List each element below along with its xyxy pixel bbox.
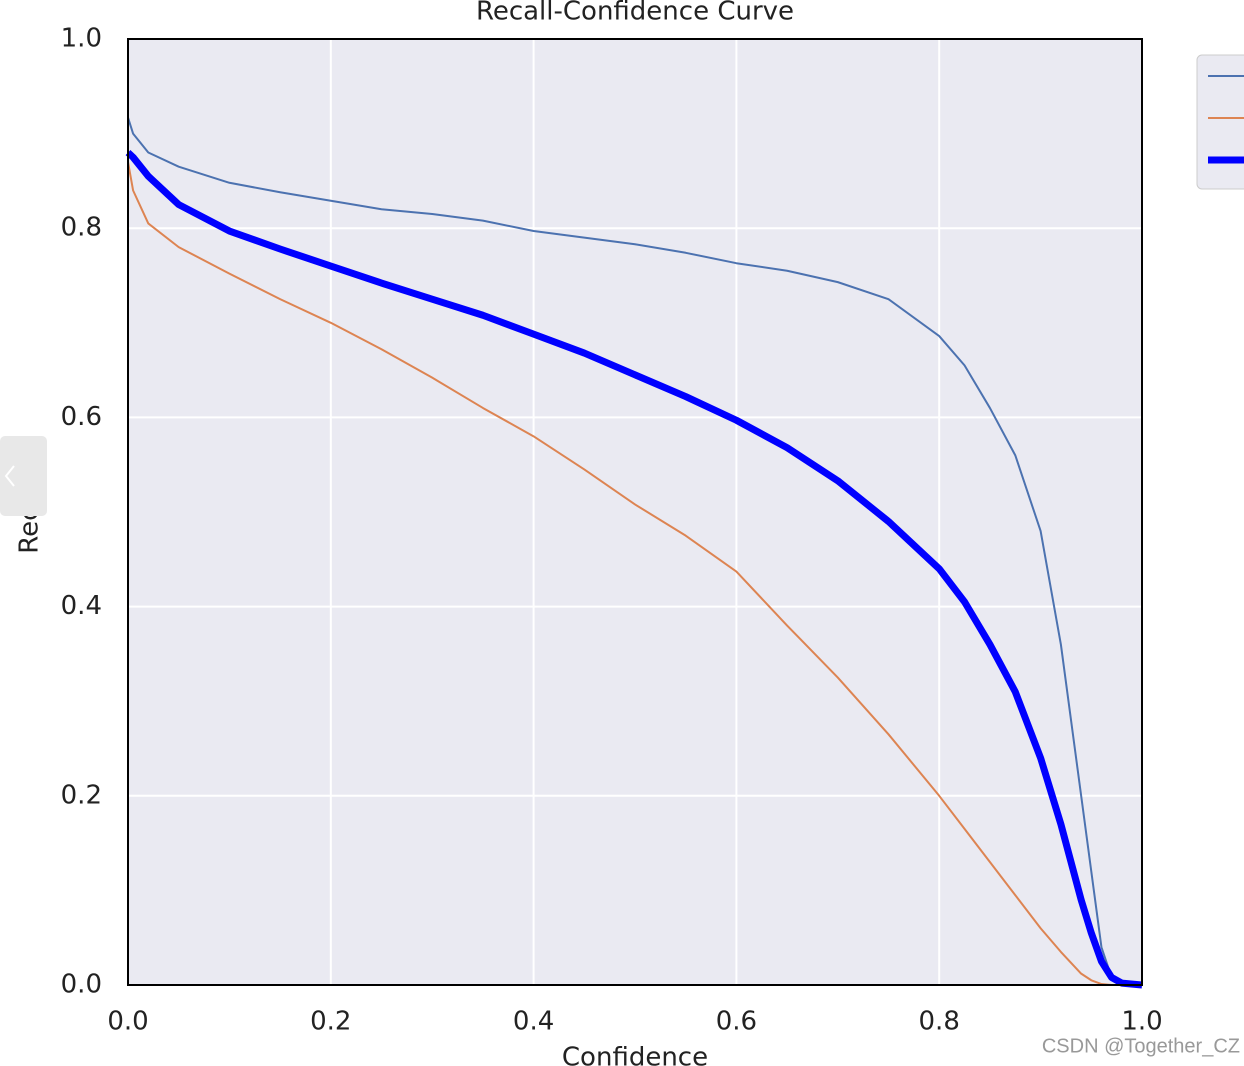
- y-tick-label: 0.8: [61, 213, 102, 243]
- side-tab-arrow: [4, 465, 15, 487]
- y-tick-label: 1.0: [61, 24, 102, 54]
- x-tick-label: 0.2: [310, 1007, 351, 1037]
- legend-box: [1196, 54, 1244, 190]
- x-tick-label: 1.0: [1121, 1007, 1162, 1037]
- plot-area: [128, 39, 1142, 985]
- y-tick-label: 0.2: [61, 780, 102, 810]
- x-axis-label: Confidence: [562, 1043, 708, 1066]
- y-tick-label: 0.4: [61, 591, 102, 621]
- side-tab[interactable]: [0, 436, 47, 516]
- x-tick-label: 0.6: [716, 1007, 757, 1037]
- y-tick-label: 0.0: [61, 970, 102, 1000]
- y-tick-label: 0.6: [61, 402, 102, 432]
- watermark: CSDN @Together_CZ: [1042, 1035, 1240, 1057]
- chart-title: Recall-Confidence Curve: [476, 0, 794, 27]
- x-tick-label: 0.4: [513, 1007, 554, 1037]
- plot-frame: [127, 38, 1143, 986]
- series-line: [125, 149, 1143, 989]
- x-tick-label: 0.0: [107, 1007, 148, 1037]
- series-line: [127, 161, 1142, 986]
- series-line: [127, 117, 1143, 986]
- x-tick-label: 0.8: [919, 1007, 960, 1037]
